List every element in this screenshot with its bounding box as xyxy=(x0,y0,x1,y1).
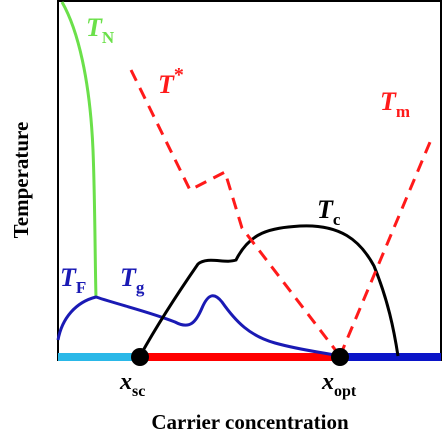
x-axis-label: Carrier concentration xyxy=(151,410,349,434)
tg-label: Tg xyxy=(120,263,145,297)
tstar-label-sup: * xyxy=(174,64,184,86)
tm-label: Tm xyxy=(380,87,410,121)
tm-label-sub: m xyxy=(396,102,410,121)
baseline-right-segment xyxy=(340,353,441,361)
tstar-label: T* xyxy=(158,64,184,99)
xsc-point xyxy=(131,348,149,366)
tg-curve xyxy=(56,294,341,358)
xopt-label: xopt xyxy=(321,369,357,400)
xsc-label-sub: sc xyxy=(132,383,145,400)
tn-curve xyxy=(60,1,98,299)
y-axis-label: Temperature xyxy=(9,122,33,239)
tg-label-sub: g xyxy=(136,278,145,297)
baseline-left-segment xyxy=(58,353,140,361)
tc-dome xyxy=(138,224,400,357)
tc-label: Tc xyxy=(317,195,341,229)
xopt-point xyxy=(331,348,349,366)
xopt-label-sub: opt xyxy=(334,383,357,400)
plot-frame xyxy=(57,0,442,361)
tn-label-sub: N xyxy=(102,28,115,47)
tn-label: TN xyxy=(86,13,115,47)
tf-label-sub: F xyxy=(76,278,86,297)
tc-label-sub: c xyxy=(333,210,341,229)
baseline-middle-segment xyxy=(140,353,340,361)
tf-label: TF xyxy=(60,263,86,297)
xsc-label: xsc xyxy=(119,369,145,400)
tstar-dashed-line xyxy=(129,69,342,357)
tm-dashed-line xyxy=(338,134,435,357)
